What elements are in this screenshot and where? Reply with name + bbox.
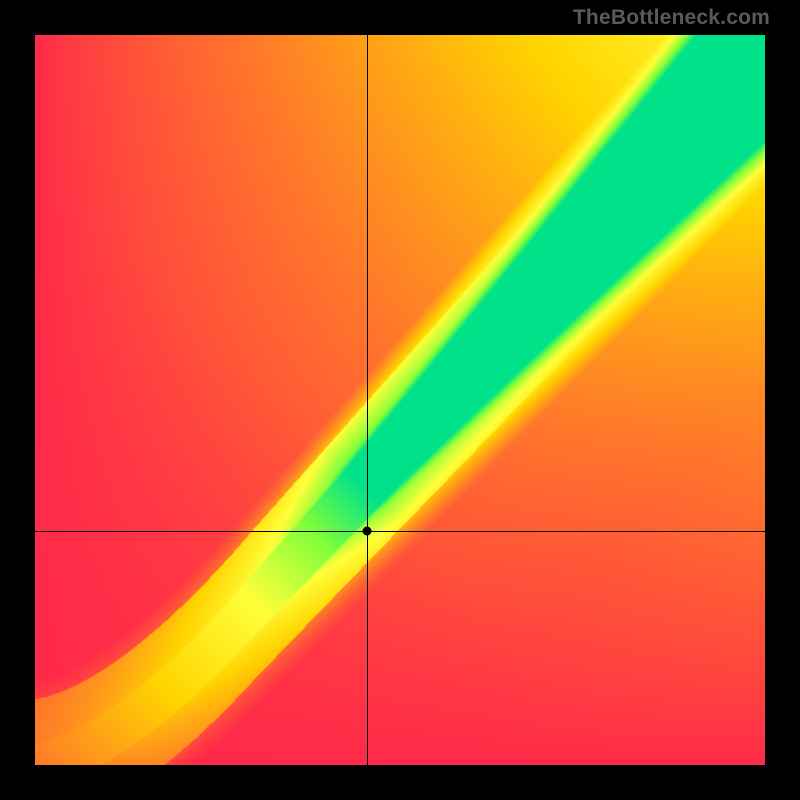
crosshair-horizontal — [35, 531, 765, 532]
marker-dot — [363, 527, 372, 536]
crosshair-vertical — [367, 35, 368, 765]
watermark-text: TheBottleneck.com — [573, 6, 770, 30]
chart-container: TheBottleneck.com — [0, 0, 800, 800]
heatmap-canvas — [35, 35, 765, 765]
plot-area — [35, 35, 765, 765]
